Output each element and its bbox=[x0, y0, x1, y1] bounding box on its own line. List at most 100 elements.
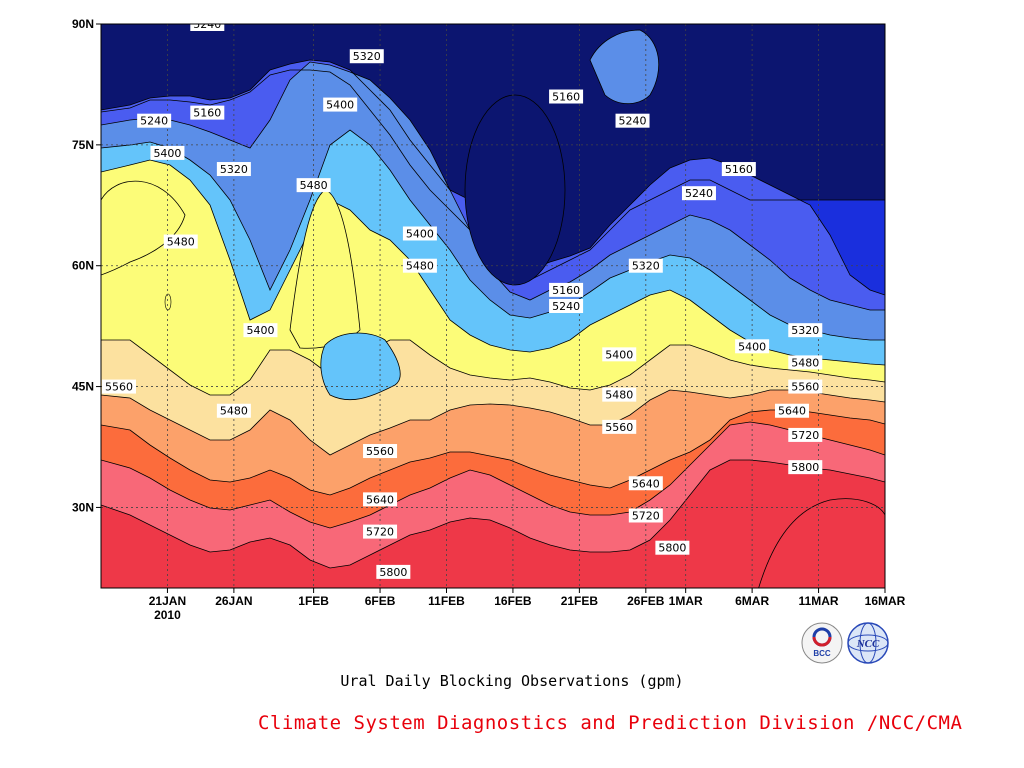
contour-label-text: 5160 bbox=[552, 284, 580, 297]
x-tick-label: 21JAN bbox=[149, 594, 186, 608]
contour-label-text: 5400 bbox=[605, 348, 633, 361]
contour-label-bg bbox=[363, 444, 398, 459]
contour-label-bg bbox=[296, 178, 331, 193]
contour-label-text: 5400 bbox=[738, 340, 766, 353]
ncc-logo-text: NCC bbox=[856, 638, 880, 650]
contour-label-text: 5480 bbox=[167, 236, 195, 249]
contour-label-5560: 5560 bbox=[363, 444, 398, 459]
contour-line-7 bbox=[101, 389, 885, 456]
contour-label-text: 5160 bbox=[193, 107, 221, 120]
contour-label-5480: 5480 bbox=[402, 258, 437, 273]
contour-label-bg bbox=[774, 403, 809, 418]
contour-label-bg bbox=[788, 355, 823, 370]
bcc-logo-text: BCC bbox=[813, 649, 831, 658]
contour-label-text: 5800 bbox=[791, 461, 819, 474]
contour-label-5400: 5400 bbox=[602, 347, 637, 362]
contour-label-5400: 5400 bbox=[323, 97, 358, 112]
bcc-logo: BCC bbox=[800, 621, 844, 665]
y-tick-label: 45N bbox=[72, 380, 94, 394]
contour-label-text: 5320 bbox=[353, 50, 381, 63]
contour-label-bg bbox=[602, 387, 637, 402]
contour-label-5480: 5480 bbox=[163, 234, 198, 249]
contour-label-bg bbox=[788, 323, 823, 338]
x-tick-label: 1MAR bbox=[669, 594, 703, 608]
band-10 bbox=[101, 460, 885, 588]
contour-label-5160: 5160 bbox=[549, 282, 584, 297]
contour-label-text: 5480 bbox=[300, 179, 328, 192]
contour-label-5160: 5160 bbox=[721, 162, 756, 177]
contour-label-5640: 5640 bbox=[774, 403, 809, 418]
contour-label-text: 5560 bbox=[366, 445, 394, 458]
contour-label-5560: 5560 bbox=[102, 379, 136, 394]
contour-line-6 bbox=[101, 339, 885, 396]
contour-label-5160: 5160 bbox=[549, 89, 584, 104]
contour-label-bg bbox=[788, 379, 823, 394]
contour-label-bg bbox=[628, 508, 663, 523]
contour-label-5480: 5480 bbox=[788, 355, 823, 370]
contour-label-5800: 5800 bbox=[655, 540, 690, 555]
contour-labels: 5240 5240 5160 5320 5400 5160 5240 5400 5320 5160… bbox=[102, 18, 823, 579]
contour-label-bg bbox=[137, 113, 172, 128]
contour-label-5320: 5320 bbox=[349, 49, 384, 64]
contour-label-text: 5320 bbox=[791, 324, 819, 337]
x-tick-label: 16FEB bbox=[494, 594, 532, 608]
contour-label-5560: 5560 bbox=[788, 379, 823, 394]
x-tick-label: 11MAR bbox=[799, 594, 839, 608]
chart-title: Ural Daily Blocking Observations (gpm) bbox=[340, 672, 684, 690]
contour-label-text: 5240 bbox=[685, 187, 713, 200]
x-tick-label: 11FEB bbox=[428, 594, 465, 608]
contour-label-text: 5400 bbox=[153, 147, 181, 160]
contour-label-text: 5560 bbox=[791, 381, 819, 394]
contour-label-5160: 5160 bbox=[190, 105, 225, 120]
contour-label-text: 5480 bbox=[220, 405, 248, 418]
contour-label-text: 5240 bbox=[619, 115, 647, 128]
contour-label-5720: 5720 bbox=[788, 427, 823, 442]
hot-core-mar bbox=[758, 498, 885, 588]
contour-label-bg bbox=[721, 162, 756, 177]
contour-label-text: 5160 bbox=[725, 163, 753, 176]
contour-label-bg bbox=[402, 258, 437, 273]
contour-label-bg bbox=[681, 186, 716, 201]
y-tick-label: 60N bbox=[72, 259, 94, 273]
contour-label-bg bbox=[602, 347, 637, 362]
plot-frame bbox=[100, 23, 886, 589]
contour-label-5240: 5240 bbox=[681, 186, 716, 201]
contour-label-bg bbox=[363, 524, 398, 539]
contour-label-text: 5640 bbox=[778, 405, 806, 418]
contour-label-bg bbox=[628, 258, 663, 273]
contour-label-5240: 5240 bbox=[615, 113, 650, 128]
contour-line-9 bbox=[101, 421, 885, 529]
contour-label-5400: 5400 bbox=[150, 145, 185, 160]
contour-label-5400: 5400 bbox=[735, 339, 770, 354]
x-tick-label: 6MAR bbox=[735, 594, 769, 608]
contour-label-5320: 5320 bbox=[788, 323, 823, 338]
contour-label-bg bbox=[150, 145, 185, 160]
contour-label-bg bbox=[216, 403, 251, 418]
contour-label-text: 5400 bbox=[406, 227, 434, 240]
contour-label-bg bbox=[549, 299, 584, 313]
contour-label-5320: 5320 bbox=[628, 258, 663, 273]
x-tick-label: 16MAR bbox=[865, 594, 906, 608]
contour-label-text: 5240 bbox=[552, 300, 580, 313]
contour-label-bg bbox=[190, 24, 225, 31]
credit-line: Climate System Diagnostics and Predictio… bbox=[258, 712, 963, 734]
ncc-logo: NCC bbox=[844, 621, 889, 665]
contour-label-bg bbox=[655, 540, 690, 555]
contour-label-bg bbox=[602, 419, 637, 434]
x-tick-label: 21FEB bbox=[561, 594, 599, 608]
contour-label-bg bbox=[615, 113, 650, 128]
contour-label-5400: 5400 bbox=[402, 226, 437, 241]
contour-line-4 bbox=[101, 129, 885, 341]
contour-label-text: 5320 bbox=[632, 260, 660, 273]
y-tick-label: 90N bbox=[72, 17, 94, 31]
contour-label-5480: 5480 bbox=[216, 403, 251, 418]
x-tick-label: 1FEB bbox=[298, 594, 329, 608]
contour-label-bg bbox=[163, 234, 198, 249]
low-center-feb bbox=[464, 94, 566, 286]
contour-label-bg bbox=[363, 492, 398, 507]
contour-label-text: 5240 bbox=[193, 18, 221, 31]
y-tick-label: 30N bbox=[72, 500, 94, 514]
contour-label-5560: 5560 bbox=[602, 419, 637, 434]
contour-label-text: 5400 bbox=[326, 99, 354, 112]
